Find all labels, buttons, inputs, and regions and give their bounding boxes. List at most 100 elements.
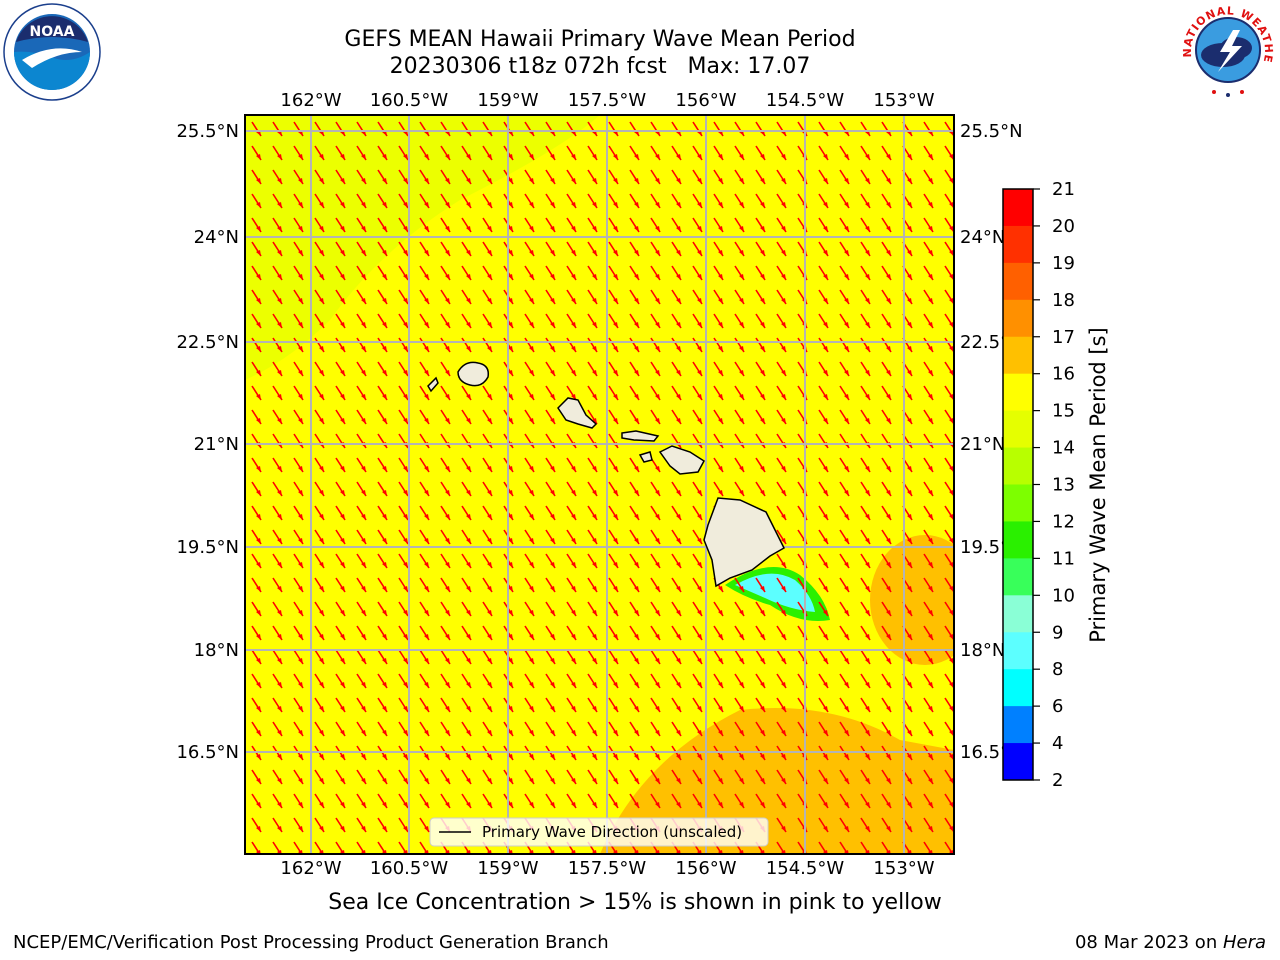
wave-arrow-head xyxy=(718,394,723,400)
wave-arrow-head xyxy=(697,250,702,256)
wave-arrow-head xyxy=(718,178,723,184)
wave-arrow-head xyxy=(718,154,723,160)
lat-label-left: 18°N xyxy=(194,640,239,661)
wave-arrow-head xyxy=(592,154,597,160)
wave-arrow-head xyxy=(823,706,828,712)
wave-arrow-head xyxy=(403,682,408,688)
wave-arrow-head xyxy=(340,658,345,664)
wave-arrow-head xyxy=(256,754,261,760)
graticule xyxy=(245,115,954,854)
wave-arrow-head xyxy=(298,490,303,496)
wave-arrow-head xyxy=(508,418,513,424)
wave-arrow-head xyxy=(697,274,702,280)
wave-arrow-head xyxy=(529,418,534,424)
wave-arrow-head xyxy=(865,658,870,664)
wave-arrow-head xyxy=(340,706,345,712)
colorbar-cell xyxy=(1003,262,1033,301)
wave-arrow-head xyxy=(361,466,366,472)
wave-arrow-head xyxy=(844,682,849,688)
wave-arrow-head xyxy=(340,178,345,184)
colorbar-cell xyxy=(1003,706,1033,744)
wave-arrow-head xyxy=(424,634,429,640)
wave-arrow-head xyxy=(655,418,660,424)
wave-arrow-head xyxy=(844,490,849,496)
wave-arrow-head xyxy=(508,346,513,352)
wave-arrow-head xyxy=(907,298,912,304)
wave-arrow-head xyxy=(844,394,849,400)
wave-arrow-head xyxy=(886,754,891,760)
wave-arrow-head xyxy=(676,538,681,544)
wave-arrow-head xyxy=(382,778,387,784)
wave-arrow-head xyxy=(886,298,891,304)
wave-arrow-head xyxy=(928,418,933,424)
wave-arrow-head xyxy=(655,346,660,352)
wave-arrow-head xyxy=(529,682,534,688)
wave-arrow-head xyxy=(319,466,324,472)
wave-arrow-head xyxy=(865,370,870,376)
wave-arrow-head xyxy=(592,178,597,184)
wave-arrow-head xyxy=(949,778,954,784)
wave-arrow-head xyxy=(403,226,408,232)
wave-arrow-head xyxy=(508,682,513,688)
wave-arrow-head xyxy=(550,298,555,304)
wave-arrow-head xyxy=(319,322,324,328)
wave-arrow-head xyxy=(466,202,471,208)
wave-arrow-head xyxy=(340,250,345,256)
wave-arrow-head xyxy=(592,466,597,472)
map-legend-box xyxy=(429,817,769,847)
wave-arrow-head xyxy=(445,658,450,664)
wave-arrow-head xyxy=(487,514,492,520)
wave-arrow-head xyxy=(655,634,660,640)
wave-arrow-head xyxy=(361,538,366,544)
wave-arrow-head xyxy=(319,394,324,400)
wave-arrow-head xyxy=(865,346,870,352)
wave-arrow-head xyxy=(508,154,513,160)
wave-arrow-head xyxy=(277,154,282,160)
wave-arrow-head xyxy=(361,394,366,400)
wave-arrow-head xyxy=(634,562,639,568)
wave-arrow-head xyxy=(424,490,429,496)
wave-arrow-head xyxy=(844,514,849,520)
wave-arrow-head xyxy=(592,778,597,784)
wave-arrow-head xyxy=(823,394,828,400)
wave-arrow-head xyxy=(256,202,261,208)
wave-arrow-head xyxy=(571,466,576,472)
wave-arrow-head xyxy=(361,634,366,640)
wave-arrow-head xyxy=(739,370,744,376)
wave-arrow-head xyxy=(844,802,849,808)
wave-arrow-head xyxy=(697,658,702,664)
wave-arrow-head xyxy=(718,466,723,472)
wave-arrow-head xyxy=(277,826,282,832)
wave-arrow-head xyxy=(697,634,702,640)
wave-arrow-head xyxy=(340,610,345,616)
wave-arrow-head xyxy=(592,802,597,808)
wave-arrow-head xyxy=(634,730,639,736)
wave-arrow-head xyxy=(781,370,786,376)
wave-arrow-head xyxy=(739,154,744,160)
wave-arrow-head xyxy=(508,394,513,400)
wave-arrow-head xyxy=(760,778,765,784)
wave-arrow-head xyxy=(445,586,450,592)
wave-arrow-head xyxy=(865,802,870,808)
wave-arrow-head xyxy=(676,754,681,760)
wave-arrow-head xyxy=(298,706,303,712)
wave-arrow-head xyxy=(424,250,429,256)
colorbar-tick-label: 18 xyxy=(1052,290,1075,311)
wave-arrow-head xyxy=(613,778,618,784)
wave-arrow-head xyxy=(949,538,954,544)
wave-arrow-head xyxy=(340,154,345,160)
wave-arrow-head xyxy=(403,610,408,616)
wave-arrow-head xyxy=(529,730,534,736)
wave-arrow-head xyxy=(361,226,366,232)
wave-arrow-head xyxy=(949,202,954,208)
wave-arrow-head xyxy=(550,394,555,400)
wave-arrow-head xyxy=(571,370,576,376)
wave-arrow-head xyxy=(697,586,702,592)
noaa-logo: NOAA xyxy=(3,3,101,101)
wave-arrow-head xyxy=(676,778,681,784)
wave-arrow-head xyxy=(529,250,534,256)
wave-arrow-head xyxy=(739,802,744,808)
wave-arrow-head xyxy=(592,322,597,328)
wave-arrow-head xyxy=(361,658,366,664)
